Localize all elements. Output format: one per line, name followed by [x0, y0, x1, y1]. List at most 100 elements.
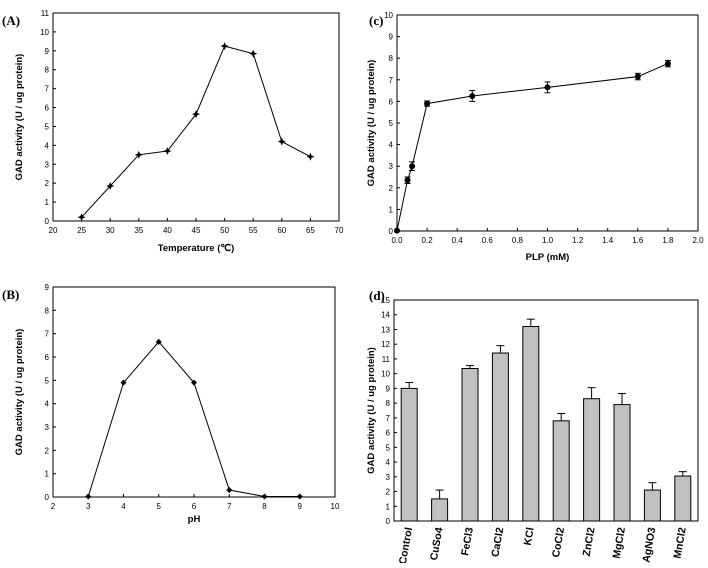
panel-b-x-tick-label: 8	[262, 502, 267, 511]
panel-a-y-tick-label: 11	[41, 9, 50, 18]
panel-b-y-tick-label: 3	[45, 423, 50, 432]
panel-b-data-point	[261, 493, 268, 500]
panel-d-bar	[613, 404, 631, 522]
panel-d-y-tick-label: 8	[386, 399, 391, 408]
panel-d-y-tick-label: 15	[381, 296, 390, 305]
panel-b-y-tick-label: 7	[45, 330, 50, 339]
panel-c-y-tick-label: 0	[389, 227, 394, 236]
panel-c-plot-frame	[396, 14, 699, 232]
panel-d-y-tick-label: 14	[381, 311, 390, 320]
panel-d-y-tick-label: 3	[386, 473, 391, 482]
panel-c-x-tick-label: 0.0	[391, 236, 403, 245]
panel-c-data-point	[409, 163, 416, 170]
panel-a-x-tick-label: 40	[163, 226, 172, 235]
panel-b-tag: (B)	[2, 287, 19, 302]
panel-b-x-tick-label: 3	[86, 502, 91, 511]
panel-d-bar	[674, 475, 692, 522]
panel-b-y-tick-label: 1	[45, 470, 50, 479]
panel-c-series-line	[396, 63, 669, 231]
panel-c-y-tick-label: 1	[389, 205, 394, 214]
panel-d-y-tick-label: 6	[386, 429, 391, 438]
panel-b-x-tick-label: 9	[298, 502, 303, 511]
panel-d-bar	[583, 398, 601, 522]
panel-a-y-tick-label: 8	[45, 66, 50, 75]
panel-c-data-point	[394, 227, 400, 234]
panel-c-x-tick-label: 0.2	[422, 236, 434, 245]
panel-a-x-tick-label: 35	[134, 226, 143, 235]
panel-b-data-point	[155, 338, 162, 345]
panel-c-data-point	[664, 60, 671, 67]
panel-c-x-tick-label: 1.8	[662, 236, 674, 245]
panel-a-x-tick-label: 60	[277, 226, 286, 235]
panel-d-tag: (d)	[369, 288, 385, 303]
panel-a-data-point	[77, 213, 86, 222]
panel-c-y-tick-label: 5	[389, 119, 394, 128]
panel-d-y-tick-label: 10	[381, 370, 390, 379]
panel-a-x-tick-label: 50	[220, 226, 229, 235]
panel-d-category-label: CoCl2	[550, 526, 567, 558]
panel-d-y-tick-label: 1	[386, 502, 391, 511]
panel-c-y-axis-label: GAD activity (U / ug protein)	[366, 60, 377, 187]
panel-a-data-point	[192, 110, 200, 119]
panel-a-y-tick-label: 10	[40, 28, 49, 37]
panel-a-y-tick-label: 4	[45, 141, 50, 150]
panel-b-x-tick-label: 5	[157, 502, 162, 511]
panel-b-data-point	[191, 379, 197, 386]
panel-a-data-point	[163, 147, 172, 156]
panel-a-data-point	[249, 49, 258, 58]
panel-c-x-tick-label: 0.6	[482, 236, 494, 245]
panel-b-y-tick-label: 2	[45, 446, 50, 455]
panel-b-y-tick-label: 4	[45, 400, 50, 409]
panel-d-y-tick-label: 4	[386, 458, 391, 467]
panel-c-y-tick-label: 10	[384, 11, 393, 20]
chart-panel-c: (c) 0 1 2 3 4 5 6 7 8 9 10 GAD activity (U / ug prot…	[366, 11, 704, 263]
panel-c-y-tick-label: 2	[389, 184, 394, 193]
panel-d-bar	[461, 368, 479, 522]
panel-d-category-label: MgCl2	[611, 526, 628, 559]
panel-d-y-tick-label: 13	[381, 325, 390, 334]
chart-panel-b: (B) 0 1 2 3 4 5 6 7 8 9 GAD activity (U / ug protei…	[2, 283, 340, 525]
panel-d-y-tick-label: 0	[386, 517, 391, 526]
panel-c-data-point	[424, 100, 431, 107]
panel-c-data-point	[469, 93, 476, 99]
panel-a-x-tick-label: 45	[192, 226, 201, 235]
panel-b-data-point	[85, 493, 92, 500]
panel-b-y-tick-label: 6	[45, 353, 50, 362]
panel-c-y-tick-label: 4	[389, 141, 394, 150]
panel-a-y-tick-label: 0	[45, 217, 50, 226]
panel-c-x-tick-label: 0.8	[512, 236, 524, 245]
panel-d-y-tick-label: 2	[386, 488, 391, 497]
panel-a-x-axis-label: Temperature (℃)	[158, 243, 234, 254]
panel-d-category-label: CuSo4	[428, 526, 446, 561]
panel-c-x-tick-label: 1.6	[632, 236, 644, 245]
panel-c-y-tick-label: 9	[389, 33, 394, 42]
panel-d-bar	[431, 498, 449, 522]
panel-c-y-tick-label: 7	[389, 76, 394, 85]
panel-d-bar	[491, 352, 509, 522]
panel-a-series-line	[81, 45, 311, 218]
panel-d-bar	[643, 489, 661, 522]
panel-d-category-label: MnCl2	[671, 526, 688, 559]
panel-d-category-label: AgNO3	[640, 526, 658, 563]
panel-c-x-tick-label: 1.2	[572, 236, 584, 245]
panel-c-y-tick-label: 6	[389, 97, 394, 106]
panel-d-bar	[552, 420, 570, 522]
panel-b-x-tick-label: 6	[192, 502, 197, 511]
panel-d-bar	[522, 326, 540, 522]
panel-c-x-tick-label: 2.0	[692, 236, 704, 245]
panel-b-x-tick-label: 10	[331, 502, 340, 511]
panel-d-category-label: CaCl2	[489, 526, 506, 558]
panel-c-x-axis-label: PLP (mM)	[526, 252, 570, 263]
panel-a-data-point	[106, 182, 115, 191]
panel-c-data-point	[634, 73, 641, 80]
panel-a-x-tick-label: 65	[306, 226, 315, 235]
panel-a-x-tick-label: 30	[106, 226, 115, 235]
panel-b-y-tick-label: 8	[45, 306, 50, 315]
panel-b-x-axis-label: pH	[188, 514, 201, 525]
panel-a-y-tick-label: 5	[45, 122, 50, 131]
panel-d-category-label: FeCl3	[459, 526, 476, 556]
panel-a-y-tick-label: 9	[45, 47, 50, 56]
panel-a-y-tick-label: 1	[45, 198, 50, 207]
